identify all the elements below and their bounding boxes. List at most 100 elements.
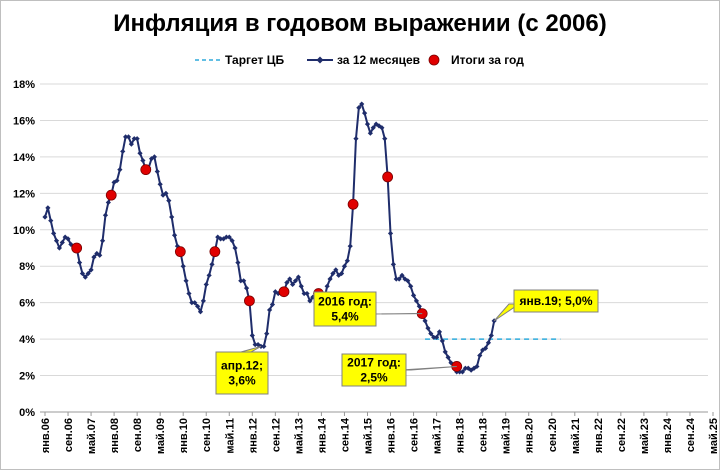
- y-tick-label: 14%: [13, 152, 35, 164]
- data-point-12m: [42, 214, 48, 220]
- data-point-12m: [85, 270, 91, 277]
- x-tick-label: сен.18: [478, 418, 490, 452]
- data-point-12m: [197, 309, 204, 315]
- data-point-12m: [186, 290, 192, 297]
- data-point-12m: [295, 274, 301, 280]
- data-point-12m: [226, 234, 232, 240]
- data-point-annual: [140, 164, 152, 176]
- y-tick-label: 6%: [19, 298, 35, 310]
- callout-text: 2016 год:: [318, 295, 372, 309]
- callout-box: [215, 351, 269, 395]
- data-point-12m: [94, 250, 100, 257]
- data-point-12m: [399, 272, 405, 278]
- data-point-12m: [88, 267, 94, 273]
- data-point-12m: [347, 243, 353, 249]
- data-point-12m: [292, 278, 299, 284]
- data-point-12m: [454, 369, 460, 375]
- data-point-12m: [166, 198, 172, 204]
- data-point-annual: [71, 242, 83, 254]
- x-tick-label: сен.08: [132, 418, 144, 452]
- series-line-12m: [44, 103, 496, 373]
- data-point-12m: [474, 363, 480, 370]
- data-point-12m: [408, 283, 414, 289]
- data-point-12m: [218, 236, 224, 242]
- data-point-12m: [433, 334, 440, 340]
- callout-text: 5,4%: [331, 310, 359, 324]
- x-tick-label: май.11: [224, 418, 236, 454]
- data-point-12m: [223, 234, 229, 240]
- data-point-12m: [180, 263, 186, 269]
- data-point-12m: [97, 252, 103, 258]
- data-point-12m: [477, 352, 483, 359]
- data-point-12m: [125, 134, 132, 140]
- data-point-12m: [241, 278, 247, 284]
- data-point-12m: [169, 214, 175, 220]
- data-point-annual: [105, 189, 117, 201]
- callout-box: [313, 291, 377, 327]
- x-tick-label: янв.18: [455, 418, 467, 453]
- data-point-12m: [114, 177, 120, 184]
- data-point-12m: [229, 238, 235, 244]
- data-point-12m: [298, 283, 304, 289]
- data-point-12m: [413, 298, 420, 304]
- data-point-12m: [488, 332, 494, 339]
- data-point-12m: [235, 259, 241, 266]
- data-point-12m: [65, 236, 71, 242]
- data-point-12m: [137, 150, 143, 156]
- y-tick-label: 2%: [19, 371, 35, 383]
- data-point-12m: [307, 298, 313, 304]
- data-point-12m: [310, 294, 316, 300]
- data-point-12m: [445, 354, 451, 360]
- data-point-12m: [338, 270, 345, 277]
- x-tick-label: янв.16: [386, 418, 398, 453]
- x-tick-label: май.25: [708, 418, 720, 454]
- x-tick-label: сен.14: [339, 417, 351, 452]
- data-point-12m: [356, 105, 362, 111]
- x-tick-label: май.23: [639, 418, 651, 454]
- data-point-12m: [431, 334, 437, 340]
- data-point-12m: [333, 267, 339, 273]
- data-point-12m: [287, 276, 293, 282]
- data-point-12m: [48, 218, 54, 224]
- data-point-12m: [344, 258, 350, 264]
- legend-label-annual: Итоги за год: [451, 53, 524, 67]
- data-point-12m: [232, 245, 238, 251]
- data-point-12m: [120, 148, 126, 155]
- callout-text: 2017 год:: [347, 356, 401, 370]
- x-tick-label: май.19: [501, 418, 513, 454]
- x-tick-label: май.15: [362, 418, 374, 454]
- data-point-12m: [416, 303, 422, 309]
- data-point-12m: [261, 343, 267, 349]
- data-point-12m: [134, 136, 140, 142]
- callout-pointer: [240, 345, 262, 353]
- data-point-12m: [195, 303, 201, 309]
- data-point-12m: [367, 130, 373, 136]
- x-tick-label: янв.08: [109, 418, 121, 453]
- data-point-annual: [244, 295, 255, 307]
- y-tick-label: 10%: [13, 225, 35, 237]
- callout-box: [513, 289, 599, 313]
- y-tick-label: 18%: [13, 79, 35, 91]
- data-point-12m: [324, 283, 330, 289]
- data-point-12m: [163, 190, 169, 196]
- data-point-12m: [405, 278, 411, 284]
- data-point-12m: [457, 369, 463, 375]
- data-point-12m: [301, 290, 307, 297]
- data-point-12m: [171, 232, 178, 238]
- data-point-12m: [51, 230, 57, 237]
- x-tick-label: сен.22: [616, 418, 628, 452]
- data-point-12m: [157, 181, 163, 187]
- data-point-12m: [82, 274, 88, 280]
- data-point-12m: [396, 276, 402, 282]
- data-point-12m: [436, 329, 443, 335]
- data-point-12m: [249, 332, 255, 339]
- data-point-12m: [266, 307, 273, 313]
- data-point-12m: [422, 318, 428, 324]
- data-point-12m: [269, 301, 276, 308]
- data-point-12m: [123, 134, 129, 140]
- data-point-annual: [174, 246, 186, 258]
- x-tick-label: май.17: [432, 418, 444, 454]
- data-point-12m: [362, 110, 368, 116]
